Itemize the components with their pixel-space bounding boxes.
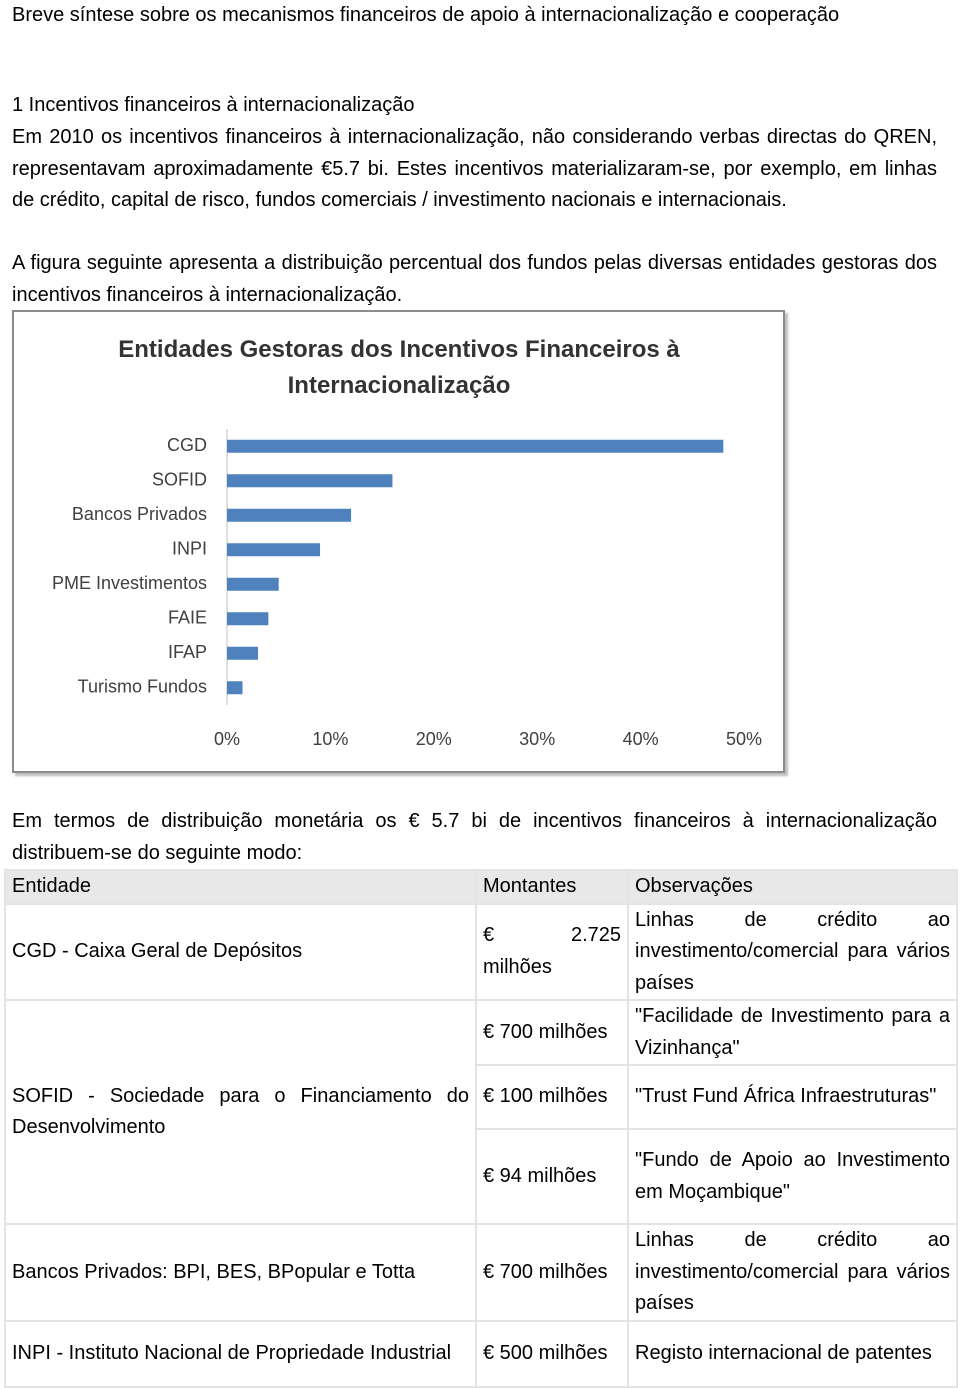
note-cell: "Facilidade de Investimento para a Vizin… [627,999,958,1066]
paragraph: Em termos de distribuição monetária os €… [12,810,937,864]
bar [227,439,724,453]
header-cell: Entidade [4,869,477,905]
y-tick-label: SOFID [152,470,207,490]
note-cell: "Trust Fund África Infraestruturas" [627,1064,958,1130]
x-tick-label: 10% [312,729,348,749]
paragraph: Em 2010 os incentivos financeiros à inte… [12,126,937,211]
y-tick-label: PME Investimentos [52,573,207,593]
note-cell: "Fundo de Apoio ao Investimento em Moçam… [627,1128,958,1225]
note-cell: Registo internacional de patentes [627,1319,958,1388]
paragraph: A figura seguinte apresenta a distribuiç… [12,252,937,306]
x-tick-label: 50% [726,729,762,749]
amount-cell: € 700 milhões [475,999,629,1066]
table-row: SOFID - Sociedade para o Financiamento d… [4,999,958,1225]
y-tick-label: FAIE [168,608,207,628]
chart-title: Entidades Gestoras dos Incentivos Financ… [118,336,680,399]
table-row: INPI - Instituto Nacional de Propriedade… [4,1319,958,1388]
amount-cell: € 500 milhões [475,1319,629,1388]
table-row: Bancos Privados: BPI, BES, BPopular e To… [4,1223,958,1322]
x-tick-label: 40% [623,729,659,749]
y-tick-label: Bancos Privados [72,504,207,524]
amount-cell: € 2.725 milhões [475,902,629,1001]
y-tick-label: CGD [167,435,207,455]
entity-cell: INPI - Instituto Nacional de Propriedade… [4,1319,477,1388]
amount-cell: € 700 milhões [475,1223,629,1322]
section-heading: 1 Incentivos financeiros à internacional… [12,94,415,116]
header-cell: Observações [627,869,958,905]
x-tick-label: 0% [214,729,240,749]
bar [227,612,269,626]
bar [227,508,352,522]
bar [227,681,243,695]
note-cell: Linhas de crédito ao investimento/comerc… [627,902,958,1001]
bar [227,543,321,557]
y-tick-label: IFAP [168,642,207,662]
table-row: € 100 milhões "Trust Fund África Infraes… [5,1064,958,1130]
bar [227,474,393,488]
table-header: Entidade Montantes Observações [4,869,958,905]
entity-cell: CGD - Caixa Geral de Depósitos [4,902,477,1001]
table-row: CGD - Caixa Geral de Depósitos € 2.725 m… [4,902,958,1001]
x-tick-label: 20% [416,729,452,749]
y-tick-label: INPI [172,539,207,559]
note-cell: Linhas de crédito ao investimento/comerc… [627,1223,958,1322]
chart: 0% 10% 20% 30% 40% 50% CGD SOFID Bancos Privados… [12,310,785,773]
y-tick-label: Turismo Fundos [78,677,207,697]
chart-svg: 0% 10% 20% 30% 40% 50% CGD SOFID Bancos Privados… [52,429,762,749]
table-row: € 94 milhões "Fundo de Apoio ao Investim… [5,1128,958,1225]
amount-cell: € 94 milhões [475,1128,629,1225]
entity-cell: Bancos Privados: BPI, BES, BPopular e To… [4,1223,477,1322]
bar [227,577,279,591]
header-cell: Montantes [475,869,629,905]
x-tick-label: 30% [519,729,555,749]
funding-table: Entidade Montantes Observações CGD - Cai… [4,869,958,1388]
bar [227,646,259,660]
amount-cell: € 100 milhões [475,1064,629,1130]
doc-title: Breve síntese sobre os mecanismos financ… [12,4,840,26]
entity-cell: SOFID - Sociedade para o Financiamento d… [4,999,477,1225]
